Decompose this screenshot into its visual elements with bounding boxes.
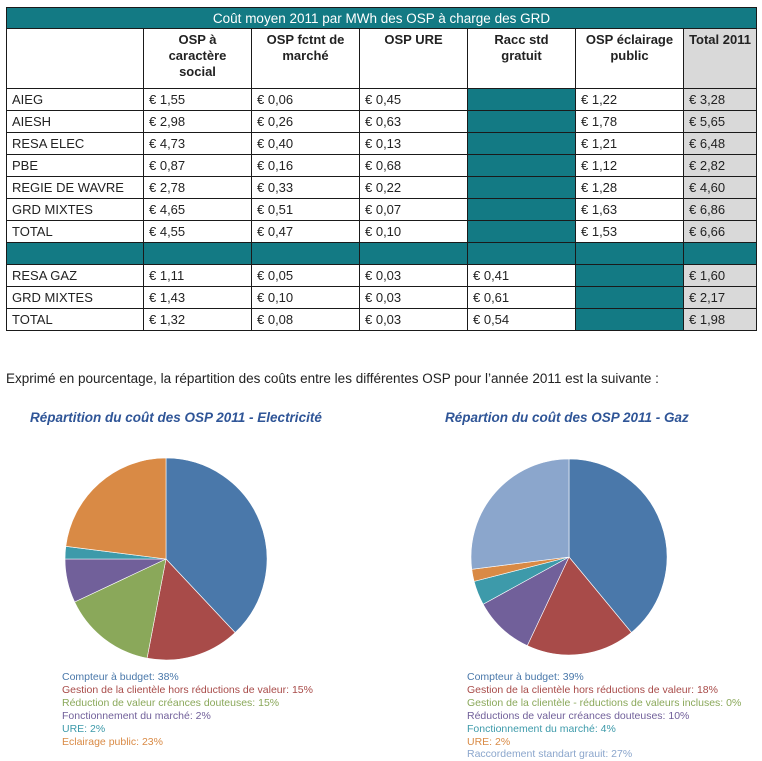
- cell-name: AIESH: [6, 110, 144, 133]
- osp-cost-table: Coût moyen 2011 par MWh des OSP à charge…: [5, 7, 758, 331]
- cell-name: GRD MIXTES: [6, 286, 144, 309]
- elec-legend: Compteur à budget: 38% Gestion de la clie…: [62, 671, 313, 748]
- legend-item: Eclairage public: 23%: [62, 735, 163, 748]
- pie-slice-1: [146, 558, 236, 661]
- elec-chart-title: Répartition du coût des OSP 2011 - Elect…: [30, 410, 322, 425]
- cell-name: RESA ELEC: [6, 132, 144, 155]
- cell-total: € 1,98: [682, 308, 758, 331]
- legend-item: Gestion de la clientèle hors réductions …: [62, 683, 313, 696]
- table-row: REGIE DE WAVRE € 2,78 € 0,33 € 0,22 € 1,28 € …: [6, 176, 758, 199]
- table-row: RESA GAZ € 1,11 € 0,05 € 0,03 € 0,41 € 1,60: [6, 264, 758, 287]
- gaz-chart-title: Répartion du coût des OSP 2011 - Gaz: [445, 410, 689, 425]
- cell-eclairage: € 1,28: [575, 176, 684, 199]
- legend-item: URE: 2%: [62, 722, 106, 735]
- header-marche: OSP fctnt de marché: [251, 28, 360, 89]
- cell-total: € 2,82: [682, 154, 758, 177]
- cell-social: € 0,87: [143, 154, 252, 177]
- pie-slice-5: [65, 457, 167, 560]
- table-row: AIESH € 2,98 € 0,26 € 0,63 € 1,78 € 5,65: [6, 110, 758, 133]
- header-total: Total 2011: [682, 28, 758, 89]
- pie-slice-1: [526, 556, 632, 656]
- legend-item: Gestion de la clientèle hors réductions …: [467, 683, 718, 696]
- cell-racc: [467, 220, 576, 243]
- table-row: AIEG € 1,55 € 0,06 € 0,45 € 1,22 € 3,28: [6, 88, 758, 111]
- cell-racc: € 0,54: [467, 308, 576, 331]
- cell-racc: [467, 198, 576, 221]
- legend-item: Fonctionnement du marché: 4%: [467, 722, 616, 735]
- gaz-legend: Compteur à budget: 39% Gestion de la clie…: [467, 671, 741, 761]
- cell-ure: € 0,03: [359, 286, 468, 309]
- legend-item: Raccordement standart grauit: 27%: [467, 748, 633, 761]
- cell-social: € 4,73: [143, 132, 252, 155]
- legend-item: Réductions de valeur créances douteuses:…: [467, 709, 690, 722]
- table-row: RESA ELEC € 4,73 € 0,40 € 0,13 € 1,21 € 6,48: [6, 132, 758, 155]
- cell-name: GRD MIXTES: [6, 198, 144, 221]
- table-row: GRD MIXTES € 1,43 € 0,10 € 0,03 € 0,61 € 2,17: [6, 286, 758, 309]
- table-row: TOTAL € 1,32 € 0,08 € 0,03 € 0,54 € 1,98: [6, 308, 758, 331]
- table-row: TOTAL € 4,55 € 0,47 € 0,10 € 1,53 € 6,66: [6, 220, 758, 243]
- pie-slice-2: [74, 558, 167, 659]
- pie-slice-0: [165, 457, 268, 634]
- table-row: PBE € 0,87 € 0,16 € 0,68 € 1,12 € 2,82: [6, 154, 758, 177]
- cell-social: € 2,78: [143, 176, 252, 199]
- cell-total: € 6,66: [682, 220, 758, 243]
- separator-row: [6, 242, 758, 265]
- cell-eclairage: € 1,21: [575, 132, 684, 155]
- header-ure: OSP URE: [359, 28, 468, 89]
- cell-marche: € 0,47: [251, 220, 360, 243]
- header-eclairage: OSP éclairage public: [575, 28, 684, 89]
- cell-name: REGIE DE WAVRE: [6, 176, 144, 199]
- pie-slice-0: [568, 458, 668, 633]
- intro-text: Exprimé en pourcentage, la répartition d…: [6, 371, 659, 386]
- cell-eclairage: [575, 286, 684, 309]
- legend-item: Compteur à budget: 38%: [62, 671, 179, 683]
- header-racc: Racc std gratuit: [467, 28, 576, 89]
- legend-item: Compteur à budget: 39%: [467, 671, 584, 683]
- cell-social: € 4,55: [143, 220, 252, 243]
- cell-ure: € 0,22: [359, 176, 468, 199]
- cell-ure: € 0,03: [359, 308, 468, 331]
- cell-racc: [467, 176, 576, 199]
- cell-racc: € 0,41: [467, 264, 576, 287]
- legend-item: Gestion de la clientèle - réductions de …: [467, 696, 742, 709]
- header-empty: [6, 28, 144, 89]
- cell-marche: € 0,26: [251, 110, 360, 133]
- cell-total: € 5,65: [682, 110, 758, 133]
- cell-eclairage: € 1,78: [575, 110, 684, 133]
- cell-name: TOTAL: [6, 220, 144, 243]
- legend-item: URE: 2%: [467, 735, 511, 748]
- cell-total: € 3,28: [682, 88, 758, 111]
- cell-social: € 1,43: [143, 286, 252, 309]
- cell-eclairage: [575, 264, 684, 287]
- cell-total: € 2,17: [682, 286, 758, 309]
- pie-slice-6: [470, 458, 570, 570]
- cell-marche: € 0,08: [251, 308, 360, 331]
- legend-item: Fonctionnement du marché: 2%: [62, 709, 211, 722]
- cell-marche: € 0,05: [251, 264, 360, 287]
- cell-marche: € 0,10: [251, 286, 360, 309]
- cell-total: € 6,86: [682, 198, 758, 221]
- table-title: Coût moyen 2011 par MWh des OSP à charge…: [5, 7, 758, 29]
- cell-eclairage: € 1,53: [575, 220, 684, 243]
- cell-name: TOTAL: [6, 308, 144, 331]
- cell-social: € 1,11: [143, 264, 252, 287]
- cell-ure: € 0,13: [359, 132, 468, 155]
- cell-marche: € 0,51: [251, 198, 360, 221]
- cell-eclairage: € 1,12: [575, 154, 684, 177]
- legend-item: Réduction de valeur créances douteuses: …: [62, 696, 280, 709]
- cell-total: € 6,48: [682, 132, 758, 155]
